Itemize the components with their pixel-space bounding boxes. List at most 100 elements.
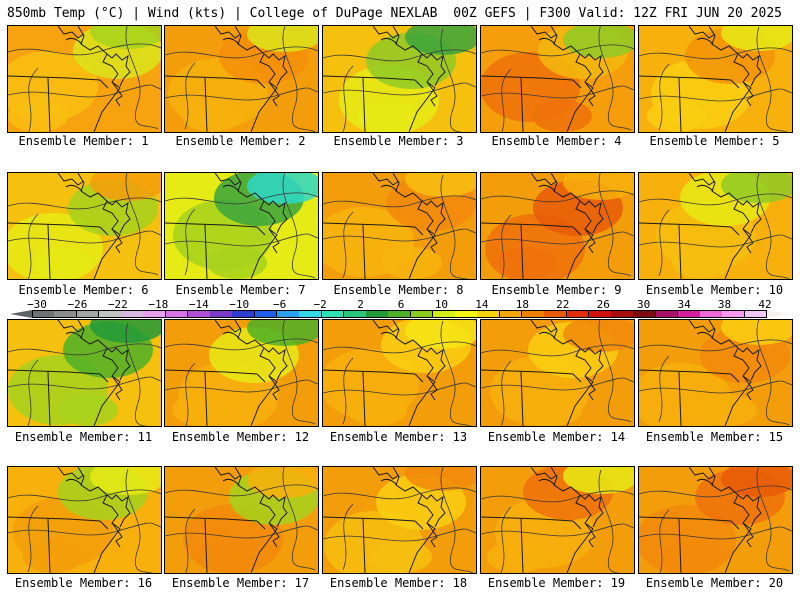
temperature-field [165,467,318,573]
ensemble-member-map [164,25,319,133]
temperature-field [323,173,476,279]
temperature-field [8,26,161,132]
colorbar-swatch [254,310,278,318]
colorbar-swatch [299,310,323,318]
colorbar-swatch [121,310,144,318]
ensemble-member-map [164,319,319,427]
colorbar-tick-label: 10 [434,298,449,311]
temperature-field [323,320,476,426]
colorbar-swatch [611,310,634,318]
colorbar-tick-label: 18 [515,298,529,311]
colorbar-tick-label: 22 [556,298,570,311]
colorbar-tick-label: 34 [677,298,691,311]
colorbar-swatch [366,310,389,318]
ensemble-member-label: Ensemble Member: 2 [175,134,306,148]
colorbar-tick-label: 42 [758,298,772,311]
ensemble-member-map [638,466,793,574]
ensemble-member-label: Ensemble Member: 15 [645,430,784,444]
colorbar-swatch [588,310,612,318]
colorbar-swatch [633,310,657,318]
ensemble-member-map [322,466,477,574]
ensemble-member-label: Ensemble Member: 6 [18,283,149,297]
colorbar-swatch [277,310,300,318]
temperature-field [323,467,476,573]
colorbar-tick-label: 14 [475,298,489,311]
colorbar-swatch [477,310,501,318]
ensemble-member-map [480,172,635,280]
ensemble-member-map [322,172,477,280]
ensemble-member-label: Ensemble Member: 4 [491,134,622,148]
ensemble-member-label: Ensemble Member: 5 [649,134,780,148]
colorbar-swatch [432,310,456,318]
colorbar-swatch [455,310,478,318]
colorbar-tick-label: 38 [717,298,732,311]
colorbar-tick-label: −10 [229,298,250,311]
ensemble-member-map [480,319,635,427]
colorbar-swatch [499,310,523,318]
ensemble-member-map [638,319,793,427]
colorbar-swatch [232,310,256,318]
colorbar-tick-label: −6 [273,298,287,311]
temperature-field [481,320,634,426]
map-title: 850mb Temp (°C) | Wind (kts) | College o… [7,6,438,21]
colorbar-tick-label: 2 [357,298,364,311]
temperature-field [481,173,634,279]
ensemble-member-map [7,25,162,133]
colorbar-swatch [321,310,345,318]
temperature-field [165,26,318,132]
colorbar-swatch [76,310,100,318]
temperature-field [481,467,634,573]
ensemble-member-map [7,172,162,280]
colorbar-tick-label: −26 [67,298,88,311]
ensemble-member-label: Ensemble Member: 14 [487,430,626,444]
colorbar-tick-label: −14 [188,298,209,311]
colorbar-swatch [722,310,746,318]
colorbar-swatch [522,310,545,318]
temperature-field [639,173,792,279]
ensemble-member-label: Ensemble Member: 10 [645,283,784,297]
temperature-field [639,320,792,426]
ensemble-member-label: Ensemble Member: 13 [329,430,468,444]
colorbar-tick-label: 30 [637,298,651,311]
colorbar-tick-label: −22 [107,298,128,311]
temperature-field [8,467,161,573]
colorbar-tick-label: −18 [148,298,169,311]
temperature-field [8,320,161,426]
colorbar-swatch [98,310,122,318]
temperature-field [639,467,792,573]
ensemble-member-map [164,172,319,280]
temperature-field [323,26,476,132]
colorbar-swatch [410,310,434,318]
ensemble-member-label: Ensemble Member: 17 [171,576,310,590]
colorbar-swatch [343,310,367,318]
colorbar-swatch [544,310,568,318]
temperature-field [481,26,634,132]
ensemble-member-label: Ensemble Member: 11 [14,430,153,444]
ensemble-member-map [638,172,793,280]
ensemble-member-map [480,25,635,133]
temperature-field [165,173,318,279]
colorbar-swatch [210,310,233,318]
run-info: 00Z GEFS | F300 Valid: 12Z FRI JUN 20 20… [453,6,782,21]
ensemble-member-map [164,466,319,574]
temperature-field [165,320,318,426]
ensemble-member-label: Ensemble Member: 9 [491,283,622,297]
colorbar-swatch [566,310,590,318]
ensemble-member-label: Ensemble Member: 1 [18,134,149,148]
temperature-field [8,173,161,279]
colorbar-tick-label: −2 [313,298,327,311]
ensemble-member-label: Ensemble Member: 20 [645,576,784,590]
ensemble-member-label: Ensemble Member: 19 [487,576,626,590]
colorbar-swatch [744,310,768,318]
ensemble-member-label: Ensemble Member: 12 [171,430,310,444]
ensemble-member-map [7,319,162,427]
ensemble-member-map [480,466,635,574]
colorbar-swatch [677,310,701,318]
colorbar-high-arrow [767,310,789,318]
colorbar-swatch [143,310,167,318]
colorbar-swatch [655,310,679,318]
colorbar-swatch [700,310,723,318]
ensemble-member-label: Ensemble Member: 7 [175,283,306,297]
ensemble-member-map [322,319,477,427]
colorbar-swatch [165,310,189,318]
